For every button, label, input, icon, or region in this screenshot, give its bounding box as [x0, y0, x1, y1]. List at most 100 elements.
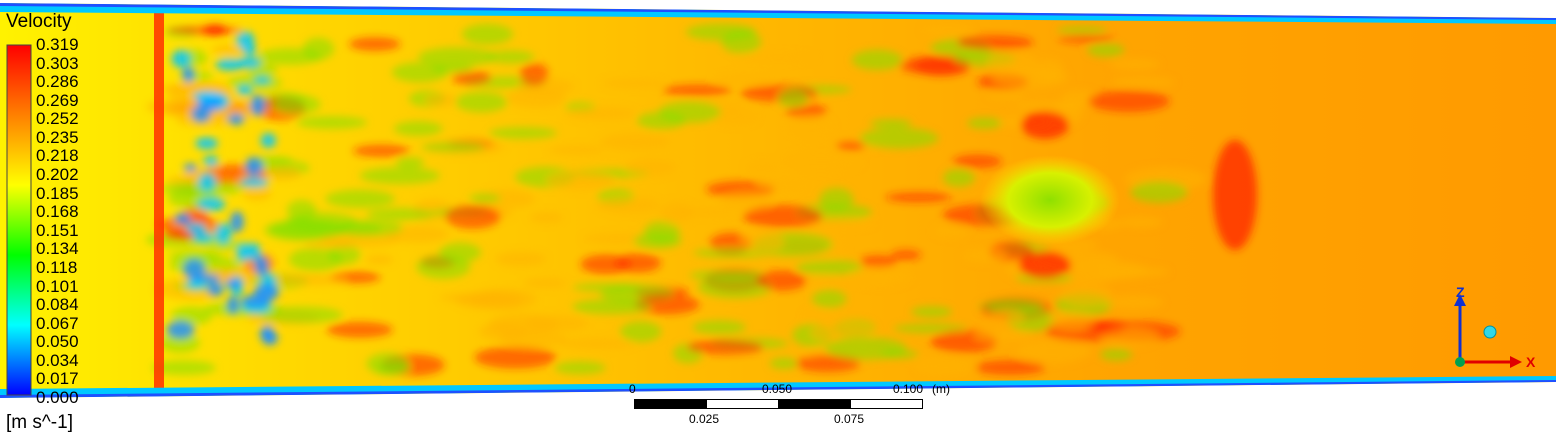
- flow-structure: [582, 234, 650, 244]
- flow-structure: [395, 156, 425, 169]
- flow-structure: [259, 325, 275, 343]
- flow-structure: [519, 62, 549, 86]
- flow-structure: [736, 53, 817, 62]
- colorbar-tick-label: 0.034: [36, 350, 79, 370]
- scale-label-0-025: 0.025: [689, 412, 720, 426]
- flow-structure: [273, 94, 321, 114]
- flow-structure: [260, 133, 277, 148]
- flow-structure: [242, 44, 257, 56]
- flow-structure: [890, 249, 922, 260]
- flow-structure: [252, 76, 272, 85]
- flow-structure: [859, 127, 939, 149]
- scale-label-0-100: 0.100: [893, 382, 924, 396]
- flow-structure: [564, 106, 636, 120]
- flow-structure: [1057, 26, 1108, 35]
- flow-structure: [885, 192, 952, 203]
- z-axis-label: Z: [1456, 284, 1465, 300]
- flow-structure: [987, 89, 1025, 100]
- flow-structure: [634, 294, 700, 315]
- flow-structure: [391, 62, 448, 83]
- flow-structure: [779, 151, 862, 173]
- colorbar-tick-label: 0.067: [36, 313, 79, 333]
- flow-structure: [352, 144, 410, 158]
- flow-structure: [192, 231, 214, 243]
- flow-structure: [444, 204, 501, 229]
- scale-label-0: 0: [629, 382, 636, 396]
- flow-structure: [227, 113, 245, 125]
- flow-structure: [182, 258, 206, 280]
- flow-structure: [207, 282, 224, 297]
- flow-structure: [1112, 77, 1176, 88]
- flow-structure: [1087, 43, 1125, 58]
- flow-structure: [393, 121, 443, 137]
- flow-structure: [794, 354, 861, 373]
- flow-structure: [359, 167, 441, 185]
- flow-structure: [529, 212, 564, 223]
- scale-unit: (m): [932, 382, 950, 396]
- colorbar-tick-label: 0.168: [36, 202, 79, 222]
- flow-structure: [1101, 328, 1159, 346]
- flow-structure: [336, 219, 403, 237]
- flow-structure: [709, 108, 758, 125]
- flow-structure: [366, 352, 409, 376]
- colorbar-tick-label: 0.218: [36, 146, 79, 166]
- flow-structure: [197, 197, 226, 212]
- flow-structure: [1119, 216, 1163, 228]
- legend-title: Velocity: [6, 11, 72, 32]
- colorbar-tick-label: 0.134: [36, 239, 79, 259]
- flow-structure: [1013, 101, 1088, 111]
- flow-structure: [869, 119, 912, 129]
- flow-structure: [288, 247, 343, 272]
- x-arrow-head: [1510, 356, 1522, 368]
- flow-structure: [236, 84, 253, 96]
- flow-structure: [523, 278, 567, 288]
- flow-structure: [599, 133, 671, 151]
- flow-structure: [151, 360, 216, 376]
- scale-segment-4: [850, 399, 923, 409]
- flow-structure: [614, 253, 661, 273]
- flow-structure: [746, 161, 778, 174]
- flow-structure: [812, 289, 847, 308]
- flow-structure: [1058, 33, 1114, 43]
- flow-structure: [624, 159, 676, 176]
- flow-structure: [644, 221, 680, 244]
- flow-structure: [253, 283, 280, 302]
- flow-structure: [911, 306, 953, 318]
- scale-segment-1: [634, 399, 707, 409]
- flow-structure: [990, 308, 1025, 325]
- recirculation-core: [980, 155, 1120, 245]
- flow-structure: [549, 145, 605, 155]
- flow-structure: [740, 230, 785, 254]
- flow-structure: [166, 320, 195, 339]
- colorbar-tick-label: 0.303: [36, 53, 79, 73]
- colorbar-tick-label: 0.000: [36, 388, 79, 407]
- flow-structure: [215, 58, 245, 71]
- flow-structure: [182, 66, 195, 83]
- flow-structure: [893, 323, 968, 333]
- colorbar: [6, 44, 32, 396]
- flow-structure: [1016, 339, 1092, 364]
- flow-structure: [943, 168, 975, 187]
- flow-structure: [185, 279, 207, 291]
- flow-structure: [554, 361, 606, 375]
- colorbar-tick-label: 0.017: [36, 369, 79, 389]
- flow-structure: [572, 299, 652, 315]
- flow-structure: [230, 211, 244, 233]
- flow-structure: [713, 73, 775, 85]
- flow-structure: [365, 254, 394, 265]
- flow-structure: [226, 295, 240, 315]
- flow-structure: [952, 154, 1002, 169]
- axis-origin: [1455, 357, 1465, 367]
- flow-structure: [257, 165, 302, 181]
- scale-label-0-050: 0.050: [762, 382, 793, 396]
- flow-structure: [802, 310, 833, 321]
- flow-structure: [174, 213, 191, 225]
- flow-structure: [974, 360, 1046, 375]
- flow-structure: [185, 222, 207, 234]
- flow-structure: [686, 339, 765, 355]
- flow-structure: [485, 50, 535, 64]
- colorbar-tick-label: 0.202: [36, 165, 79, 185]
- scale-segment-2: [706, 399, 779, 409]
- flow-structure: [171, 50, 192, 68]
- flow-structure: [933, 224, 969, 238]
